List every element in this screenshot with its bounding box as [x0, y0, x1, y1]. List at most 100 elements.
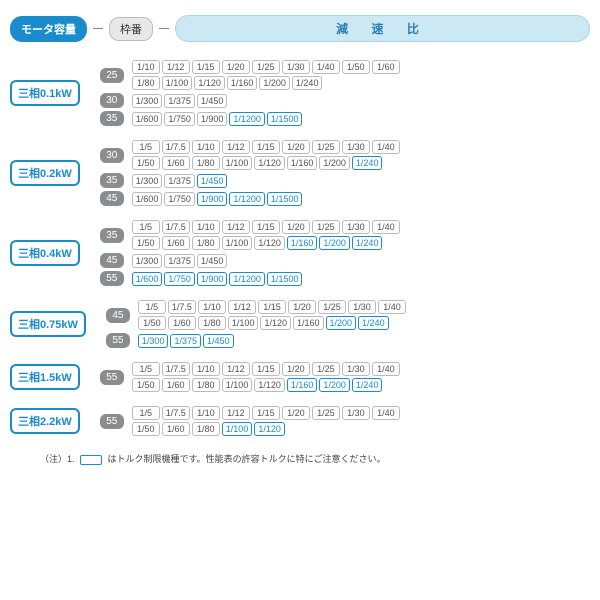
ratio-cell: 1/160 — [227, 76, 258, 90]
ratio-cell: 1/80 — [192, 422, 220, 436]
ratio-cell: 1/15 — [258, 300, 286, 314]
motor-group: 三相2.2kW 55 1/51/7.51/101/121/151/201/251/3… — [10, 406, 590, 436]
ratio-cell-torque-limited: 1/160 — [287, 236, 318, 250]
motor-capacity-pill: 三相0.1kW — [10, 80, 80, 106]
motor-group: 三相0.75kW451/51/7.51/101/121/151/201/251/… — [10, 300, 590, 348]
ratio-line: 1/3001/3751/450 — [132, 94, 228, 108]
ratio-cell: 1/100 — [162, 76, 193, 90]
ratio-cell: 1/120 — [254, 378, 285, 392]
frame-row: 551/3001/3751/450 — [106, 333, 406, 348]
footnote-prefix: （注）1. — [40, 454, 75, 464]
motor-group: 三相1.5kW551/51/7.51/101/121/151/201/251/3… — [10, 362, 590, 392]
ratio-cell: 1/5 — [138, 300, 166, 314]
ratio-line: 1/3001/3751/450 — [138, 334, 234, 348]
ratio-block: 1/6001/7501/9001/12001/1500 — [132, 192, 303, 206]
ratio-cell-torque-limited: 1/1500 — [267, 112, 303, 126]
ratio-line: 1/501/601/801/1001/1201/1601/2001/240 — [132, 378, 400, 392]
frame-row: 55 1/6001/7501/9001/12001/1500 — [100, 271, 400, 286]
ratio-line: 1/51/7.51/101/121/151/201/251/301/40 — [132, 220, 400, 234]
ratio-cell: 1/10 — [192, 220, 220, 234]
ratio-cell: 1/200 — [259, 76, 290, 90]
ratio-cell: 1/15 — [252, 406, 280, 420]
ratio-cell: 1/7.5 — [162, 362, 190, 376]
ratio-cell: 1/600 — [132, 192, 163, 206]
frames-column: 351/51/7.51/101/121/151/201/251/301/401/… — [100, 220, 400, 286]
frames-column: 251/101/121/151/201/251/301/401/501/601/… — [100, 60, 400, 126]
ratio-cell-torque-limited: 1/160 — [287, 378, 318, 392]
ratio-cell: 1/15 — [192, 60, 220, 74]
ratio-cell-torque-limited: 1/1200 — [229, 112, 265, 126]
ratio-cell: 1/30 — [348, 300, 376, 314]
ratio-cell: 1/50 — [342, 60, 370, 74]
ratio-cell: 1/100 — [222, 156, 253, 170]
ratio-cell-torque-limited: 1/1200 — [229, 192, 265, 206]
ratio-block: 1/3001/3751/450 — [132, 174, 228, 188]
frames-column: 551/51/7.51/101/121/151/201/251/301/401/… — [100, 362, 400, 392]
ratio-cell-torque-limited: 1/120 — [254, 422, 285, 436]
ratio-cell-torque-limited: 1/900 — [197, 192, 228, 206]
ratio-cell-torque-limited: 1/1500 — [267, 192, 303, 206]
frame-number-pill: 55 — [100, 271, 124, 286]
header-row: モータ容量 枠番 減 速 比 — [10, 15, 590, 42]
ratio-cell: 1/120 — [254, 236, 285, 250]
header-motor-capacity: モータ容量 — [10, 16, 87, 42]
ratio-cell: 1/60 — [162, 156, 190, 170]
frame-number-pill: 45 — [100, 191, 124, 206]
torque-limit-swatch-icon — [80, 455, 102, 465]
footnote-text: はトルク制限機種です。性能表の許容トルクに特にご注意ください。 — [108, 454, 386, 464]
ratio-cell: 1/80 — [192, 236, 220, 250]
ratio-cell: 1/450 — [197, 94, 228, 108]
ratio-cell: 1/25 — [312, 406, 340, 420]
ratio-block: 1/51/7.51/101/121/151/201/251/301/401/50… — [132, 140, 400, 170]
ratio-line: 1/51/7.51/101/121/151/201/251/301/40 — [132, 406, 400, 420]
ratio-cell: 1/7.5 — [162, 140, 190, 154]
ratio-cell: 1/750 — [164, 192, 195, 206]
ratio-cell: 1/60 — [162, 422, 190, 436]
ratio-cell: 1/10 — [132, 60, 160, 74]
ratio-cell: 1/15 — [252, 140, 280, 154]
ratio-cell: 1/240 — [292, 76, 323, 90]
ratio-line: 1/51/7.51/101/121/151/201/251/301/40 — [138, 300, 406, 314]
ratio-cell: 1/60 — [162, 378, 190, 392]
ratio-cell: 1/120 — [260, 316, 291, 330]
motor-capacity-pill: 三相2.2kW — [10, 408, 80, 434]
groups-container: 三相0.1kW 251/101/121/151/201/251/301/401/5… — [10, 60, 590, 436]
ratio-cell: 1/50 — [138, 316, 166, 330]
ratio-cell: 1/30 — [282, 60, 310, 74]
ratio-line: 1/6001/7501/9001/12001/1500 — [132, 112, 303, 126]
ratio-cell: 1/5 — [132, 362, 160, 376]
ratio-cell-torque-limited: 1/1500 — [267, 272, 303, 286]
ratio-cell: 1/120 — [254, 156, 285, 170]
connector-line — [159, 28, 169, 29]
ratio-cell-torque-limited: 1/600 — [132, 272, 163, 286]
frame-number-pill: 55 — [100, 370, 124, 385]
tree-connector — [88, 220, 98, 286]
ratio-cell: 1/100 — [222, 378, 253, 392]
frame-number-pill: 55 — [100, 414, 124, 429]
footnote: （注）1. はトルク制限機種です。性能表の許容トルクに特にご注意ください。 — [40, 452, 590, 465]
frame-number-pill: 30 — [100, 148, 124, 163]
ratio-cell: 1/10 — [198, 300, 226, 314]
ratio-cell: 1/30 — [342, 362, 370, 376]
ratio-cell: 1/40 — [372, 362, 400, 376]
ratio-cell-torque-limited: 1/200 — [319, 236, 350, 250]
ratio-cell-torque-limited: 1/450 — [197, 174, 228, 188]
ratio-cell: 1/30 — [342, 140, 370, 154]
ratio-cell: 1/300 — [132, 254, 163, 268]
ratio-cell-torque-limited: 1/450 — [203, 334, 234, 348]
header-frame-number: 枠番 — [109, 17, 153, 41]
ratio-cell: 1/160 — [293, 316, 324, 330]
ratio-block: 1/6001/7501/9001/12001/1500 — [132, 272, 303, 286]
ratio-line: 1/101/121/151/201/251/301/401/501/60 — [132, 60, 400, 74]
frame-number-pill: 45 — [106, 308, 130, 323]
ratio-block: 1/101/121/151/201/251/301/401/501/601/80… — [132, 60, 400, 90]
frame-row: 451/51/7.51/101/121/151/201/251/301/401/… — [106, 300, 406, 330]
motor-capacity-pill: 三相0.2kW — [10, 160, 80, 186]
ratio-cell-torque-limited: 1/375 — [170, 334, 201, 348]
ratio-cell: 1/25 — [312, 140, 340, 154]
ratio-cell: 1/7.5 — [162, 406, 190, 420]
ratio-cell: 1/25 — [318, 300, 346, 314]
ratio-cell: 1/5 — [132, 140, 160, 154]
ratio-cell: 1/40 — [372, 406, 400, 420]
ratio-line: 1/501/601/801/1001/1201/1601/2001/240 — [132, 156, 400, 170]
